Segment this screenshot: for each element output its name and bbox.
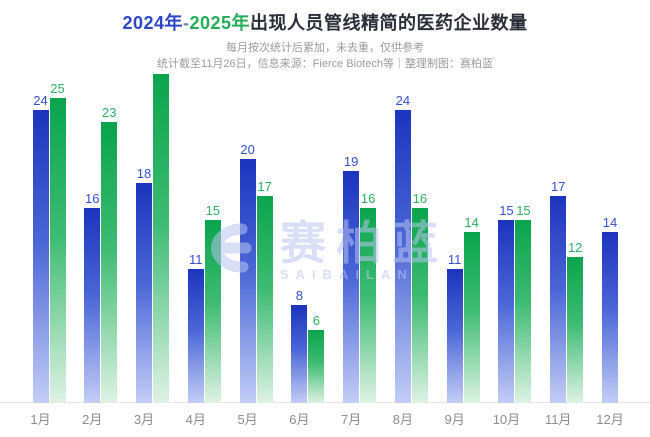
bar-2024年-7月 [343, 171, 360, 403]
bar-2025年-2月 [101, 122, 118, 403]
chart-header: 2024年-2025年出现人员管线精简的医药企业数量 每月按次统计后累加，未去重… [0, 0, 650, 72]
x-axis-line [0, 402, 650, 403]
watermark: 赛柏蓝 SAIBAILAN [180, 205, 480, 295]
bar-value-2024年-10月: 15 [499, 203, 514, 218]
month-label-1月: 1月 [30, 412, 51, 427]
bar-value-2024年-3月: 18 [136, 166, 152, 181]
month-label-11月: 11月 [544, 412, 572, 427]
bar-2025年-8月 [411, 208, 428, 403]
bar-2025年-3月 [153, 74, 170, 403]
bar-value-2025年-6月: 6 [312, 313, 320, 328]
month-label-6月: 6月 [289, 412, 310, 427]
subtitle-line-1: 每月按次统计后累加，未去重，仅供参考 [226, 42, 424, 54]
bar-2025年-4月 [204, 220, 221, 403]
bar-2024年-10月 [498, 220, 515, 403]
month-label-12月: 12月 [596, 412, 624, 427]
bar-value-2024年-2月: 16 [85, 191, 100, 206]
bar-2024年-5月 [239, 159, 256, 403]
bar-2025年-5月 [256, 196, 273, 403]
bar-value-2024年-7月: 19 [343, 154, 359, 169]
bar-value-2024年-6月: 8 [295, 288, 303, 303]
subtitle-line-2: 统计截至11月26日，信息来源：Fierce Biotech等｜整理制图：赛柏蓝 [157, 58, 493, 70]
bar-2024年-4月 [187, 269, 204, 403]
month-label-10月: 10月 [492, 412, 521, 427]
title-year-2024: 2024年 [122, 13, 183, 33]
month-label-2月: 2月 [82, 412, 103, 427]
bar-value-2024年-11月: 17 [550, 179, 566, 194]
bar-2024年-2月 [84, 208, 101, 403]
bar-2025年-9月 [463, 232, 480, 403]
bar-value-2025年-4月: 15 [205, 203, 221, 218]
month-label-8月: 8月 [392, 412, 413, 427]
bar-2025年-10月 [515, 220, 532, 403]
title-dash: - [183, 13, 190, 33]
month-label-5月: 5月 [237, 412, 258, 427]
bar-value-2025年-8月: 16 [412, 191, 428, 206]
bar-2025年-11月 [567, 257, 584, 403]
bar-2024年-3月 [136, 183, 153, 403]
month-label-9月: 9月 [444, 412, 465, 427]
title-rest: 出现人员管线精简的医药企业数量 [250, 13, 528, 33]
bar-value-2024年-4月: 11 [189, 252, 203, 267]
bar-value-2025年-7月: 16 [360, 191, 376, 206]
bar-value-2024年-12月: 14 [602, 215, 618, 230]
bar-2024年-9月 [446, 269, 463, 403]
month-label-7月: 7月 [340, 412, 362, 427]
bar-value-2025年-2月: 23 [102, 105, 117, 120]
month-label-4月: 4月 [185, 412, 206, 427]
bar-2024年-8月 [394, 110, 411, 403]
bar-2025年-7月 [360, 208, 377, 403]
bar-value-2024年-8月: 24 [395, 93, 411, 108]
page-title: 2024年-2025年出现人员管线精简的医药企业数量 [0, 9, 650, 35]
bar-value-2025年-5月: 17 [257, 179, 272, 194]
bar-value-2025年-1月: 25 [50, 81, 65, 96]
bar-2024年-1月 [32, 110, 49, 403]
bar-value-2024年-1月: 24 [33, 93, 48, 108]
bar-2024年-11月 [550, 196, 567, 403]
title-year-2025: 2025年 [189, 13, 251, 33]
month-label-3月: 3月 [133, 412, 155, 427]
bar-value-2025年-9月: 14 [464, 215, 479, 230]
bar-value-2025年-10月: 15 [516, 203, 531, 218]
bar-value-2024年-9月: 11 [447, 252, 462, 267]
bar-value-2025年-11月: 12 [567, 240, 583, 255]
bar-2024年-12月 [601, 232, 618, 403]
bar-2025年-1月 [49, 98, 66, 403]
bar-value-2024年-5月: 20 [240, 142, 255, 157]
bar-2025年-6月 [308, 330, 325, 403]
bar-2024年-6月 [291, 305, 308, 403]
